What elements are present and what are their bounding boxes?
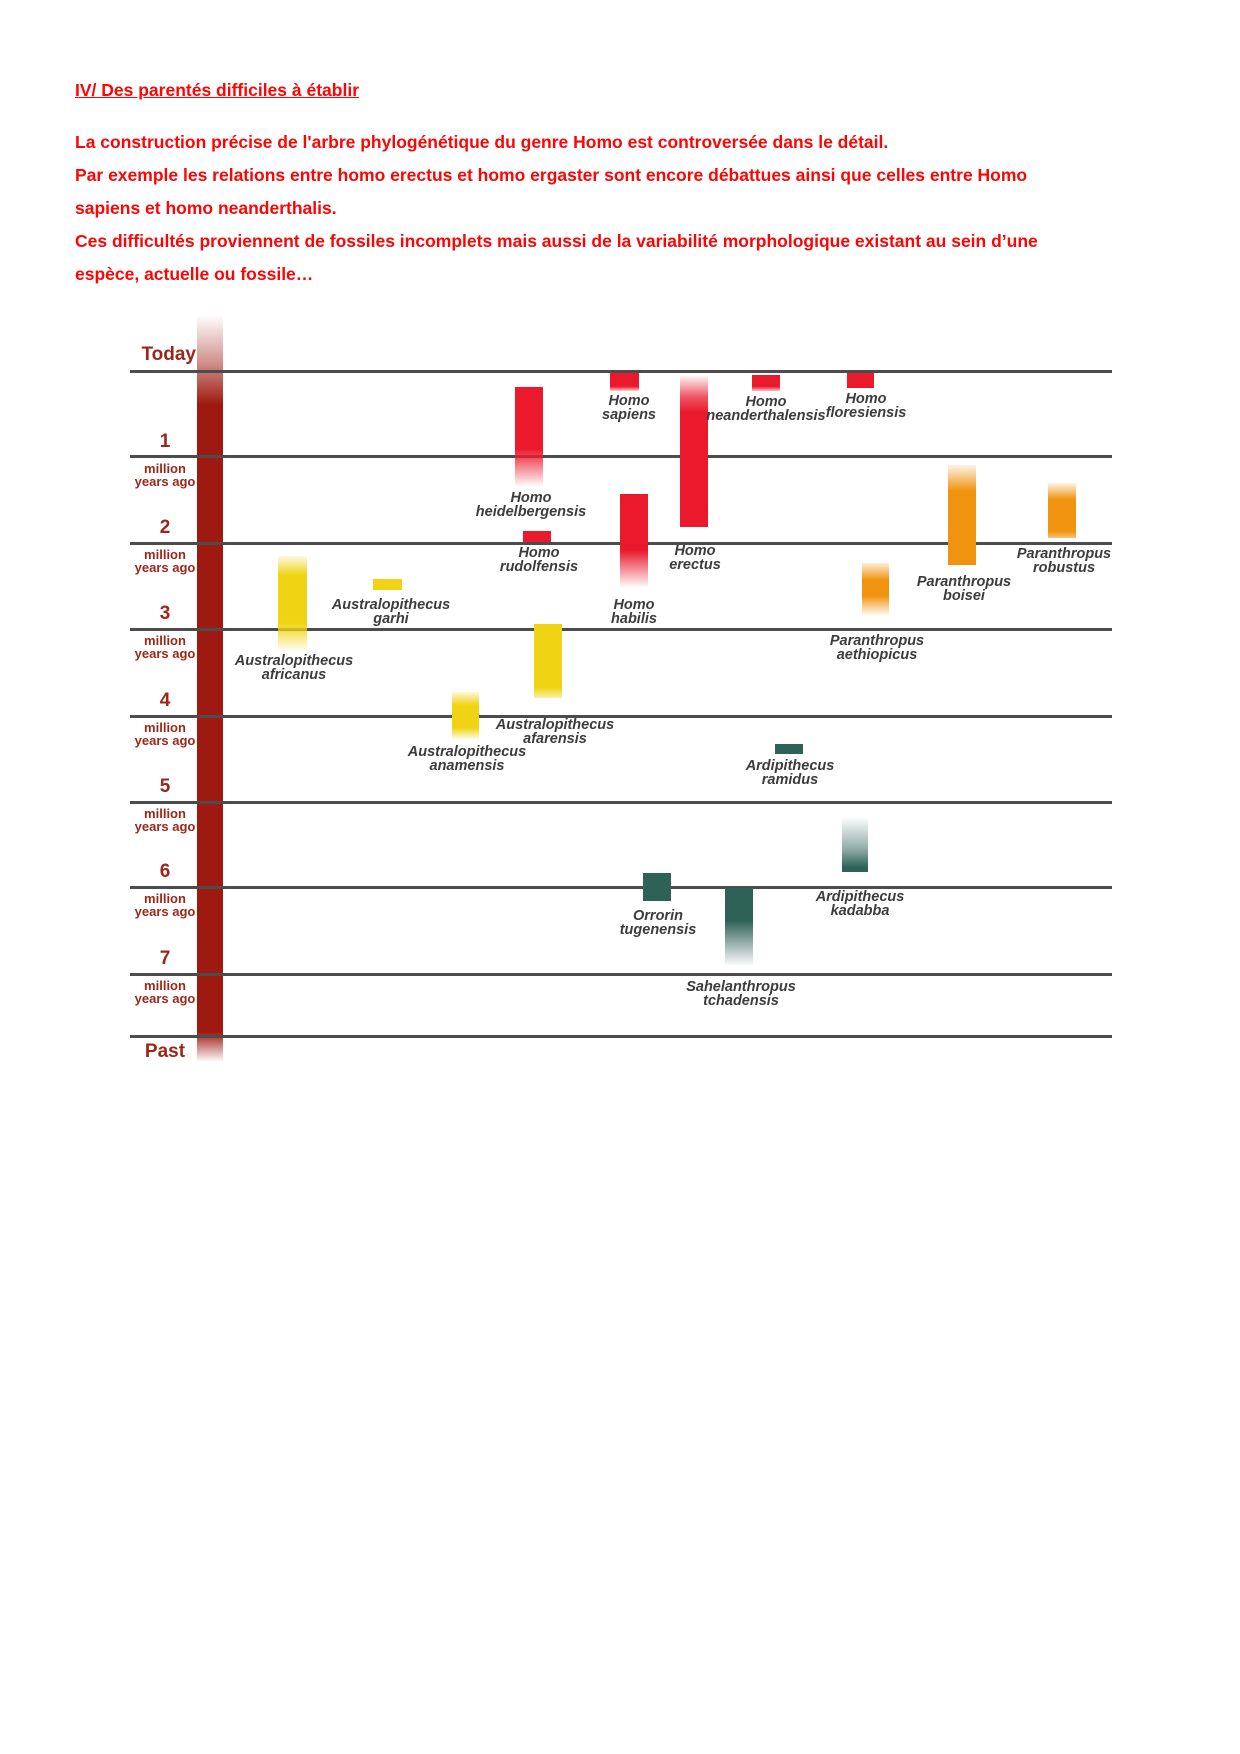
label-paranthropus-aethiopicus: Paranthropus aethiopicus [829,633,925,663]
page-title: IV/ Des parentés difficiles à établir [75,80,359,100]
bar-orrorin-tugenensis [643,873,671,901]
axis-tick-unit: million years ago [134,891,196,919]
bar-homo-floresiensis [847,373,874,388]
label-homo-heidelbergensis: Homo heidelbergensis [475,490,587,520]
bar-homo-rudolfensis [523,531,551,542]
bar-australopithecus-africanus [278,556,307,652]
axis-tick-number: 7 [159,948,171,969]
axis-tick-number: 3 [159,603,171,624]
bar-homo-sapiens [610,373,639,391]
label-paranthropus-robustus: Paranthropus robustus [1016,546,1112,576]
gridline-past [130,1035,1112,1038]
hominid-timeline-chart: Today Past 1 million years ago 2 million y… [130,315,1112,1062]
label-homo-rudolfensis: Homo rudolfensis [499,545,579,575]
label-ardipithecus-kadabba: Ardipithecus kadabba [815,889,905,919]
axis-tick-unit: million years ago [134,461,196,489]
gridline-3mya [130,628,1112,631]
label-australopithecus-anamensis: Australopithecus anamensis [407,744,527,774]
axis-tick-number: 4 [159,690,171,711]
gridline-today [130,370,1112,373]
axis-tick-number: 1 [159,431,171,452]
label-orrorin-tugenensis: Orrorin tugenensis [619,908,697,938]
bar-ardipithecus-kadabba [842,817,868,872]
axis-tick-unit: million years ago [134,720,196,748]
axis-tick-number: 5 [159,776,171,797]
gridline-4mya [130,715,1112,718]
bar-ardipithecus-ramidus [775,744,803,754]
label-homo-erectus: Homo erectus [669,543,721,573]
bar-australopithecus-afarensis [534,624,562,698]
gridline-7mya [130,973,1112,976]
paragraph-line: Ces difficultés proviennent de fossiles … [75,231,1038,251]
bar-homo-habilis [620,494,648,588]
paragraph-line: sapiens et homo neanderthalis. [75,198,337,218]
gridline-6mya [130,886,1112,889]
paragraph-line: La construction précise de l'arbre phylo… [75,132,889,152]
bar-homo-heidelbergensis [515,387,543,487]
bar-australopithecus-garhi [373,579,402,590]
axis-label-past: Past [144,1041,186,1062]
label-homo-floresiensis: Homo floresiensis [825,391,907,421]
axis-tick-number: 6 [159,861,171,882]
time-axis-bar [197,315,223,1062]
paragraph-line: espèce, actuelle ou fossile… [75,264,314,284]
axis-label-today: Today [141,344,196,365]
axis-tick-unit: million years ago [134,978,196,1006]
label-australopithecus-africanus: Australopithecus africanus [234,653,354,683]
bar-paranthropus-boisei [948,465,976,565]
gridline-5mya [130,801,1112,804]
bar-paranthropus-robustus [1048,483,1076,538]
label-australopithecus-garhi: Australopithecus garhi [331,597,451,627]
label-ardipithecus-ramidus: Ardipithecus ramidus [745,758,835,788]
paragraph-line: Par exemple les relations entre homo ere… [75,165,1028,185]
bar-homo-erectus [680,376,708,527]
axis-tick-unit: million years ago [134,806,196,834]
label-sahelanthropus-tchadensis: Sahelanthropus tchadensis [686,979,796,1009]
label-australopithecus-afarensis: Australopithecus afarensis [495,717,615,747]
label-homo-habilis: Homo habilis [611,597,657,627]
bar-homo-neanderthalensis [752,375,780,391]
bar-australopithecus-anamensis [452,692,479,739]
label-paranthropus-boisei: Paranthropus boisei [916,574,1012,604]
axis-tick-unit: million years ago [134,547,196,575]
axis-tick-unit: million years ago [134,633,196,661]
gridline-1mya [130,455,1112,458]
bar-paranthropus-aethiopicus [862,563,889,616]
label-homo-neanderthalensis: Homo neanderthalensis [706,394,826,424]
bar-sahelanthropus-tchadensis [725,888,753,966]
axis-tick-number: 2 [159,517,171,538]
label-homo-sapiens: Homo sapiens [602,393,656,423]
